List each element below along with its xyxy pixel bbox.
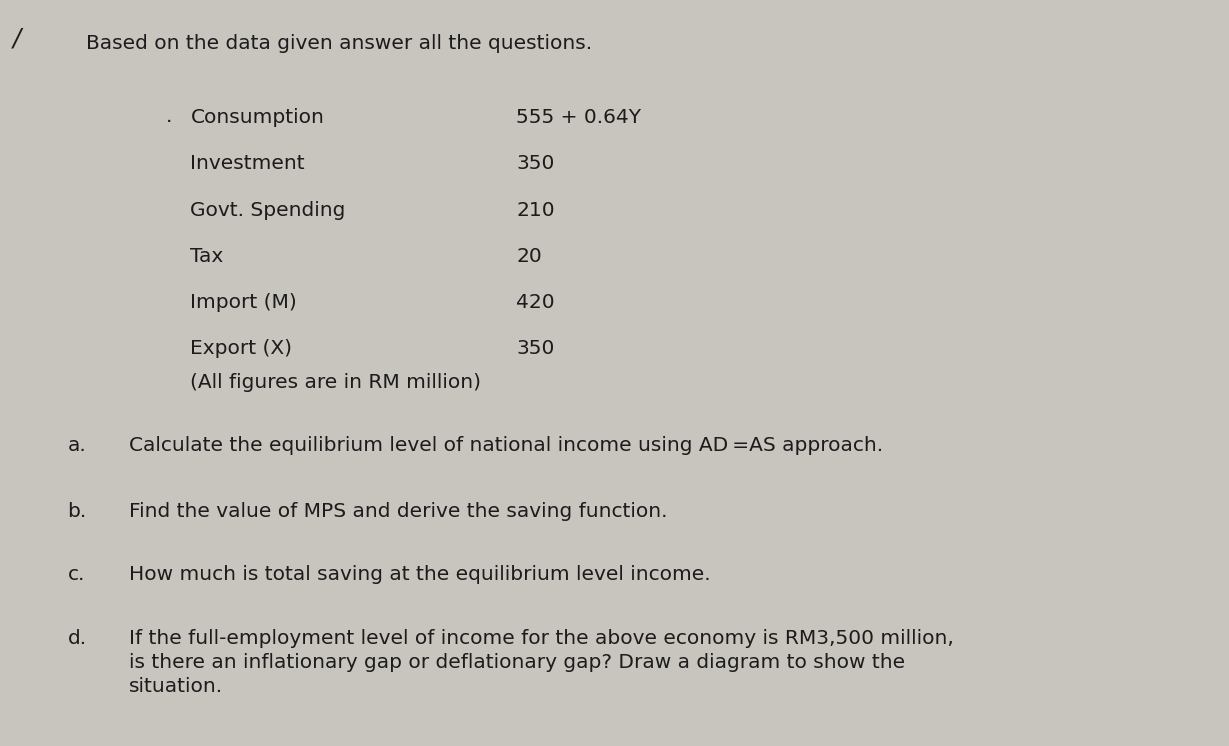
Text: Govt. Spending: Govt. Spending [190, 201, 345, 219]
FancyBboxPatch shape [0, 0, 74, 746]
Text: 350: 350 [516, 339, 554, 358]
Text: Import (M): Import (M) [190, 293, 297, 312]
Text: Export (X): Export (X) [190, 339, 293, 358]
Text: 20: 20 [516, 247, 542, 266]
Text: (All figures are in RM million): (All figures are in RM million) [190, 373, 482, 392]
Text: 420: 420 [516, 293, 554, 312]
Text: c.: c. [68, 565, 85, 584]
Text: 555 + 0.64Y: 555 + 0.64Y [516, 108, 642, 127]
Text: Calculate the equilibrium level of national income using AD =AS approach.: Calculate the equilibrium level of natio… [129, 436, 884, 455]
Text: 350: 350 [516, 154, 554, 173]
Text: Based on the data given answer all the questions.: Based on the data given answer all the q… [86, 34, 592, 52]
Text: d.: d. [68, 629, 87, 648]
Text: Consumption: Consumption [190, 108, 324, 127]
Text: /: / [12, 26, 21, 50]
Text: Investment: Investment [190, 154, 305, 173]
Text: Find the value of MPS and derive the saving function.: Find the value of MPS and derive the sav… [129, 502, 667, 521]
Text: Tax: Tax [190, 247, 224, 266]
Text: .: . [166, 107, 172, 126]
Text: If the full-employment level of income for the above economy is RM3,500 million,: If the full-employment level of income f… [129, 629, 954, 696]
Text: b.: b. [68, 502, 87, 521]
Text: a.: a. [68, 436, 86, 455]
Text: 210: 210 [516, 201, 554, 219]
Text: How much is total saving at the equilibrium level income.: How much is total saving at the equilibr… [129, 565, 710, 584]
